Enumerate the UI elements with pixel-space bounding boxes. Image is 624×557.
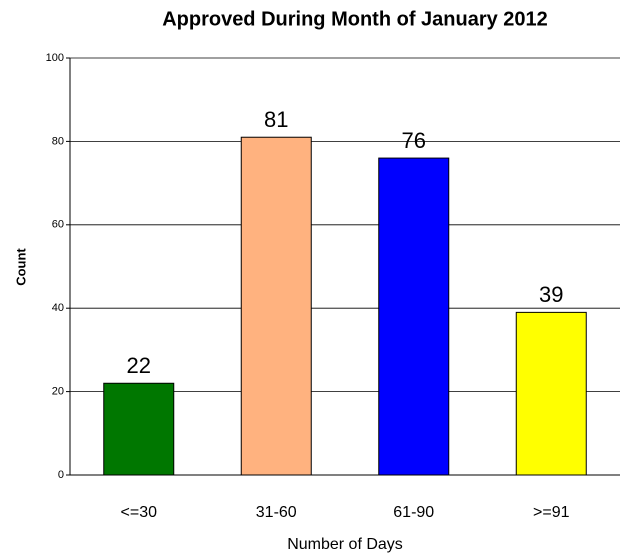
x-tick-label: >=91 <box>533 504 570 521</box>
chart-title: Approved During Month of January 2012 <box>162 8 548 30</box>
data-label: 39 <box>539 282 563 307</box>
x-tick-label: 31-60 <box>256 504 297 521</box>
y-tick-label: 100 <box>46 52 64 64</box>
data-label: 22 <box>127 353 151 378</box>
bar <box>103 382 175 476</box>
data-label: 76 <box>402 128 426 153</box>
bar <box>378 157 450 476</box>
y-tick-label: 60 <box>52 219 64 231</box>
y-tick-label: 0 <box>58 469 64 481</box>
y-tick-label: 20 <box>52 386 64 398</box>
bar <box>240 136 312 476</box>
y-tick-label: 40 <box>52 302 64 314</box>
x-axis-label: Number of Days <box>287 536 403 553</box>
data-label: 81 <box>264 107 288 132</box>
y-axis-label: Count <box>13 248 28 286</box>
bar <box>515 311 587 476</box>
x-tick-label: 61-90 <box>393 504 434 521</box>
y-tick-label: 80 <box>52 135 64 147</box>
x-tick-label: <=30 <box>121 504 158 521</box>
